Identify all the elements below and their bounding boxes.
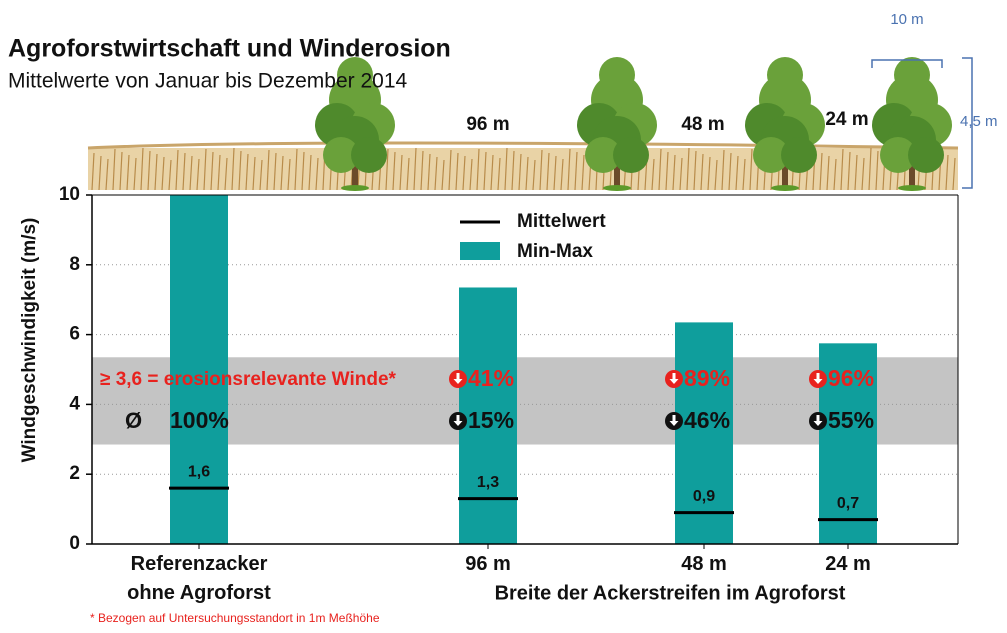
mean-reduction: 15% xyxy=(468,407,514,433)
down-arrow-icon xyxy=(449,412,467,430)
strip-label: 24 m xyxy=(825,109,868,130)
legend-range-label: Min-Max xyxy=(517,241,593,262)
strip-label: 48 m xyxy=(681,114,724,135)
strip-label: 96 m xyxy=(466,114,509,135)
y-tick-label: 0 xyxy=(69,533,80,554)
down-arrow-icon xyxy=(665,412,683,430)
erosive-reduction: 41% xyxy=(468,365,514,391)
y-tick-label: 8 xyxy=(69,254,80,275)
down-arrow-icon xyxy=(665,370,683,388)
avg-symbol: Ø xyxy=(125,408,142,433)
footnote: * Bezogen auf Untersuchungsstandort in 1… xyxy=(90,611,380,625)
y-tick-label: 6 xyxy=(69,324,80,345)
tree-height-label: 4,5 m xyxy=(960,113,998,130)
mean-label: 1,6 xyxy=(188,463,210,480)
erosive-reduction: 96% xyxy=(828,365,874,391)
chart: Agroforstwirtschaft und Winderosion Mitt… xyxy=(0,0,1007,628)
field-illustration xyxy=(88,143,958,190)
mean-reduction: 100% xyxy=(170,407,229,433)
y-tick-label: 4 xyxy=(69,393,80,414)
down-arrow-icon xyxy=(809,412,827,430)
y-tick-label: 10 xyxy=(59,184,80,205)
range-bar xyxy=(675,322,733,544)
mean-label: 0,7 xyxy=(837,495,859,512)
erosive-reduction: 89% xyxy=(684,365,730,391)
y-tick-label: 2 xyxy=(69,463,80,484)
down-arrow-icon xyxy=(449,370,467,388)
legend-range-swatch xyxy=(460,242,500,260)
mean-label: 0,9 xyxy=(693,488,715,505)
x-tick-label: 48 m xyxy=(681,553,727,575)
subtitle: Mittelwerte von Januar bis Dezember 2014 xyxy=(8,70,408,93)
x-tick-label: 24 m xyxy=(825,553,871,575)
down-arrow-icon xyxy=(809,370,827,388)
x-axis-label: Breite der Ackerstreifen im Agroforst xyxy=(495,582,846,604)
tree-width-label: 10 m xyxy=(890,11,923,28)
title: Agroforstwirtschaft und Winderosion xyxy=(8,35,451,63)
threshold-note: ≥ 3,6 = erosionsrelevante Winde* xyxy=(100,369,397,390)
mean-reduction: 55% xyxy=(828,407,874,433)
legend-mean-label: Mittelwert xyxy=(517,211,606,232)
y-axis-label: Windgeschwindigkeit (m/s) xyxy=(19,218,40,463)
mean-reduction: 46% xyxy=(684,407,730,433)
mean-label: 1,3 xyxy=(477,474,499,491)
x-tick-label: 96 m xyxy=(465,553,511,575)
